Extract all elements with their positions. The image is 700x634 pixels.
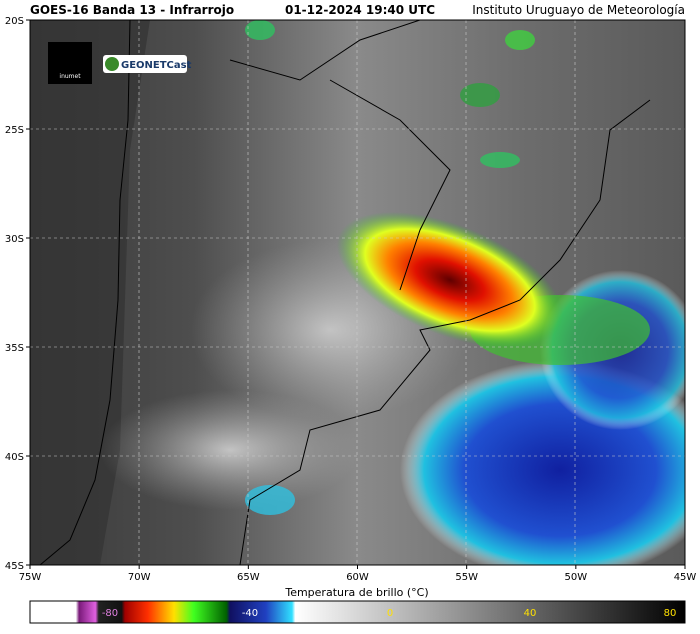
- lat-label: 35S: [5, 343, 24, 354]
- colorbar-tick-label: 40: [524, 608, 537, 619]
- colorbar: [29, 600, 686, 624]
- colorbar-label: Temperatura de brillo (°C): [284, 586, 428, 599]
- lat-label: 25S: [5, 125, 24, 136]
- lat-label: 30S: [5, 234, 24, 245]
- lat-label: 20S: [5, 16, 24, 27]
- lon-label: 75W: [19, 572, 42, 583]
- title: GOES-16 Banda 13 - Infrarrojo: [30, 3, 234, 17]
- colorbar-tick-label: -40: [242, 608, 258, 619]
- lat-label: 40S: [5, 452, 24, 463]
- lon-label: 60W: [346, 572, 369, 583]
- lon-label: 50W: [565, 572, 588, 583]
- inumet-logo: [48, 42, 92, 84]
- inumet-logo-text: inumet: [59, 73, 81, 80]
- lon-label: 65W: [237, 572, 260, 583]
- institute: Instituto Uruguayo de Meteorología: [472, 3, 685, 17]
- geonetcast-logo-text: GEONETCast: [121, 60, 192, 71]
- colorbar-tick-label: 80: [664, 608, 677, 619]
- colorbar-tick-label: 0: [387, 608, 393, 619]
- satellite-image: [30, 20, 685, 565]
- colorbar-tick-label: -80: [102, 608, 118, 619]
- lat-label: 45S: [5, 561, 24, 572]
- geonetcast-logo: [103, 55, 187, 73]
- geonetcast-icon: [105, 57, 119, 71]
- datetime: 01-12-2024 19:40 UTC: [285, 3, 435, 17]
- lon-label: 45W: [674, 572, 697, 583]
- lon-label: 55W: [455, 572, 478, 583]
- lon-label: 70W: [128, 572, 151, 583]
